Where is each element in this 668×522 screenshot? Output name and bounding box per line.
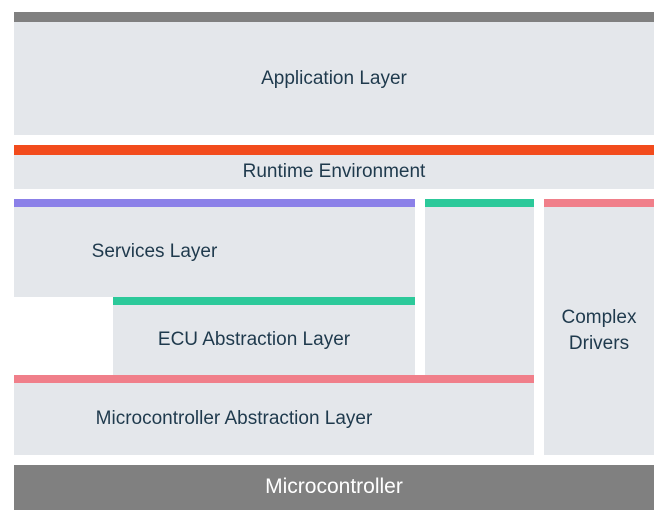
complex-top-bar [544, 199, 654, 207]
ecu-abstraction-layer: ECU Abstraction Layer [113, 305, 415, 375]
runtime-environment: Runtime Environment [14, 155, 654, 189]
architecture-diagram: Application Layer Runtime Environment Serv… [14, 12, 654, 510]
application-layer: Application Layer [14, 22, 654, 135]
services-top-bar [14, 199, 415, 207]
services-layer: Services Layer [14, 207, 415, 297]
mcal-layer-label: Microcontroller Abstraction Layer [96, 406, 373, 432]
ecu-top-bar [113, 297, 415, 305]
mcal-layer: Microcontroller Abstraction Layer [14, 383, 534, 455]
app-top-bar [14, 12, 654, 22]
runtime-environment-label: Runtime Environment [243, 159, 426, 185]
ecu-abstraction-layer-label: ECU Abstraction Layer [158, 327, 350, 353]
complex-drivers: Complex Drivers [544, 207, 654, 455]
services-side-bar [425, 199, 534, 207]
microcontroller-label: Microcontroller [265, 473, 403, 501]
microcontroller: Microcontroller [14, 465, 654, 510]
application-layer-label: Application Layer [261, 66, 407, 92]
mcal-top-bar [14, 375, 534, 383]
runtime-top-bar [14, 145, 654, 155]
complex-drivers-label: Complex Drivers [544, 305, 654, 356]
services-layer-label: Services Layer [92, 239, 218, 265]
